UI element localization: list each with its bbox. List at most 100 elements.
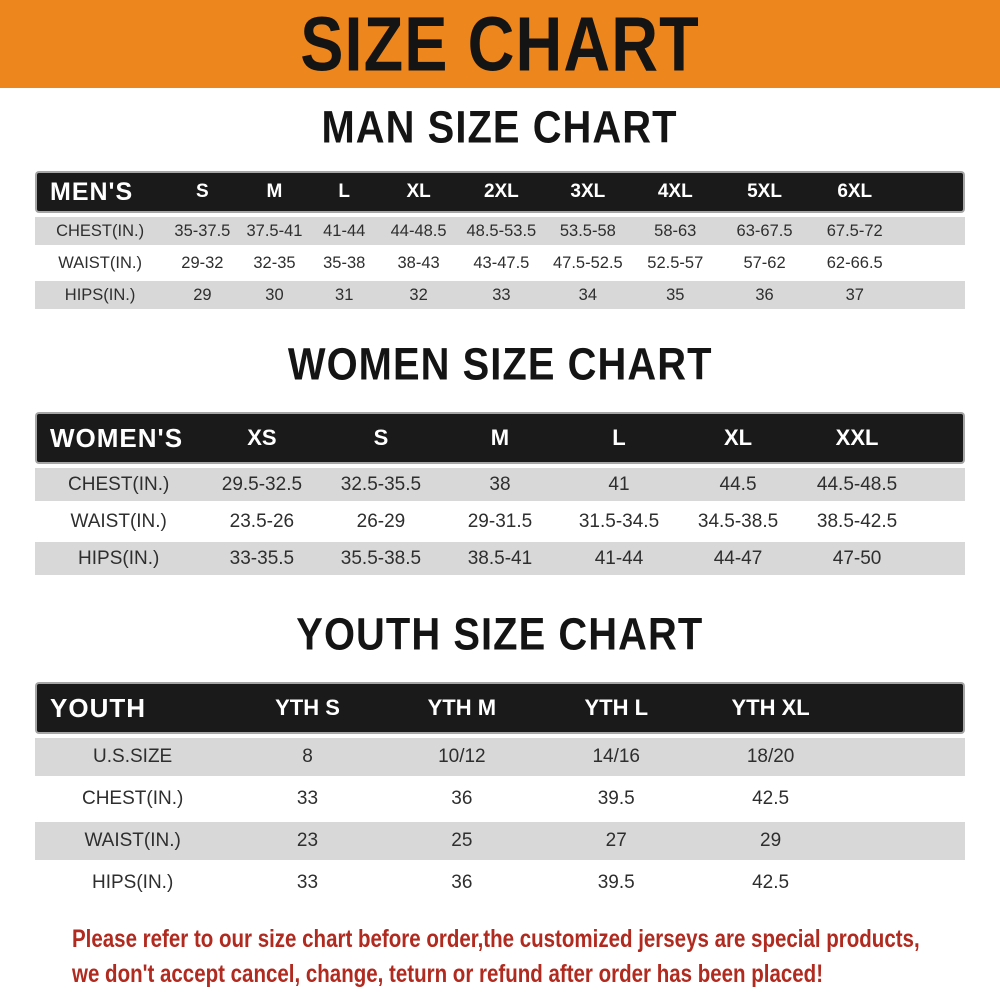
size-value: 29 [165,281,240,309]
row-spacer [847,822,965,860]
measurement-row-label: HIPS(IN.) [35,281,166,309]
banner-title: SIZE CHART [300,1,700,87]
size-value: 35.5-38.5 [321,542,441,575]
size-value: 35 [631,281,720,309]
size-value: 41 [559,468,679,501]
women-size-chart-section: WOMEN SIZE CHART WOMEN'S XS S M L XL XXL CHEST(… [35,339,965,579]
size-value: 67.5-72 [809,217,900,245]
size-value: 10/12 [384,738,540,776]
size-value: 8 [230,738,385,776]
women-size-chart-heading: WOMEN SIZE CHART [287,339,713,391]
size-column-header: YTH M [384,682,540,734]
size-column-header: YTH S [230,682,385,734]
row-spacer [916,468,965,501]
size-value: 39.5 [539,864,694,902]
size-value: 37.5-41 [239,217,310,245]
size-value: 58-63 [631,217,720,245]
size-column-header: 6XL [809,171,900,213]
mens-size-table: MEN'S S M L XL 2XL 3XL 4XL 5XL 6XL CHEST(IN.) 35-37… [35,167,965,313]
size-value: 44.5-48.5 [797,468,917,501]
header-spacer [916,412,965,464]
row-spacer [916,505,965,538]
measurement-row-label: CHEST(IN.) [35,217,166,245]
size-column-header: 2XL [458,171,545,213]
size-value: 34.5-38.5 [678,505,798,538]
size-value: 31 [309,281,380,309]
size-value: 33-35.5 [202,542,322,575]
table-row: WAIST(IN.) 29-32 32-35 35-38 38-43 43-47.5 47.… [35,249,965,277]
measurement-row-label: U.S.SIZE [35,738,231,776]
size-value: 23.5-26 [202,505,322,538]
table-row: HIPS(IN.) 29 30 31 32 33 34 35 36 37 [35,281,965,309]
size-column-header: S [321,412,441,464]
size-column-header: 5XL [719,171,810,213]
table-corner-label: YOUTH [35,682,231,734]
measurement-row-label: HIPS(IN.) [35,864,231,902]
size-value: 30 [239,281,310,309]
measurement-row-label: WAIST(IN.) [35,249,166,277]
size-column-header: XXL [797,412,917,464]
table-corner-label: MEN'S [35,171,166,213]
measurement-row-label: HIPS(IN.) [35,542,203,575]
table-row: CHEST(IN.) 35-37.5 37.5-41 41-44 44-48.5 48.5… [35,217,965,245]
size-value: 44-47 [678,542,798,575]
size-value: 36 [719,281,810,309]
youth-size-table: YOUTH YTH S YTH M YTH L YTH XL U.S.SIZE 8 10/12… [35,678,965,906]
table-row: CHEST(IN.) 29.5-32.5 32.5-35.5 38 41 44.5 44.5… [35,468,965,501]
measurement-row-label: CHEST(IN.) [35,780,231,818]
size-value: 47.5-52.5 [544,249,632,277]
header-spacer [847,682,965,734]
size-value: 29-32 [165,249,240,277]
size-value: 32.5-35.5 [321,468,441,501]
size-value: 42.5 [693,780,848,818]
size-column-header: S [165,171,240,213]
row-spacer [847,780,965,818]
row-spacer [916,542,965,575]
size-value: 47-50 [797,542,917,575]
size-value: 29.5-32.5 [202,468,322,501]
size-column-header: XL [379,171,459,213]
womens-size-table: WOMEN'S XS S M L XL XXL CHEST(IN.) 29.5-32.5 32.5… [35,408,965,579]
size-column-header: M [440,412,560,464]
size-value: 39.5 [539,780,694,818]
size-column-header: M [239,171,310,213]
row-spacer [847,864,965,902]
man-size-chart-section: MAN SIZE CHART MEN'S S M L XL 2XL 3XL 4XL 5XL 6XL… [35,104,965,313]
size-value: 57-62 [719,249,810,277]
size-value: 42.5 [693,864,848,902]
size-value: 35-38 [309,249,380,277]
size-chart-banner: SIZE CHART [0,0,1000,88]
table-row: WAIST(IN.) 23.5-26 26-29 29-31.5 31.5-34.5 34… [35,505,965,538]
size-value: 34 [544,281,632,309]
size-column-header: 3XL [544,171,632,213]
size-value: 32 [379,281,459,309]
size-value: 36 [384,780,540,818]
size-value: 41-44 [309,217,380,245]
size-value: 23 [230,822,385,860]
size-value: 29 [693,822,848,860]
size-value: 52.5-57 [631,249,720,277]
size-value: 43-47.5 [458,249,545,277]
order-notice: Please refer to our size chart before or… [35,922,965,992]
size-column-header: L [309,171,380,213]
table-row: WAIST(IN.) 23 25 27 29 [35,822,965,860]
size-value: 33 [230,780,385,818]
table-row: HIPS(IN.) 33-35.5 35.5-38.5 38.5-41 41-44 44-… [35,542,965,575]
measurement-row-label: CHEST(IN.) [35,468,203,501]
size-value: 53.5-58 [544,217,632,245]
size-value: 44.5 [678,468,798,501]
size-value: 26-29 [321,505,441,538]
size-value: 41-44 [559,542,679,575]
size-value: 44-48.5 [379,217,459,245]
size-value: 36 [384,864,540,902]
table-header-row: YOUTH YTH S YTH M YTH L YTH XL [35,682,965,734]
size-column-header: XS [202,412,322,464]
table-corner-label: WOMEN'S [35,412,203,464]
row-spacer [899,249,965,277]
table-header-row: WOMEN'S XS S M L XL XXL [35,412,965,464]
measurement-row-label: WAIST(IN.) [35,505,203,538]
size-value: 38 [440,468,560,501]
notice-line-1: Please refer to our size chart before or… [72,925,920,953]
size-value: 48.5-53.5 [458,217,545,245]
